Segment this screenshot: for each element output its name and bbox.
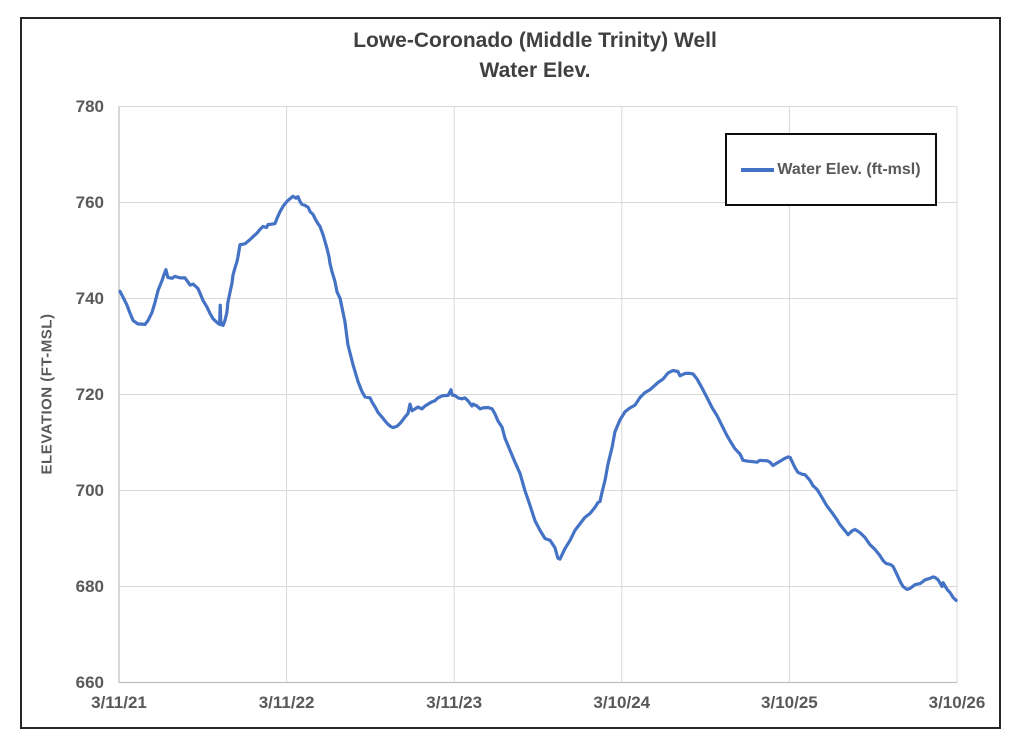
y-tick-label: 700	[75, 480, 104, 500]
legend: Water Elev. (ft-msl)	[725, 133, 937, 206]
x-tick-label: 3/11/21	[91, 693, 147, 712]
x-tick-label: 3/11/22	[258, 693, 315, 712]
y-tick-label: 740	[75, 288, 104, 308]
chart-title-line1: Lowe-Coronado (Middle Trinity) Well	[353, 29, 717, 52]
x-tick-label: 3/10/25	[761, 693, 818, 712]
legend-line-swatch-icon	[741, 167, 775, 172]
y-tick-label: 720	[75, 384, 104, 404]
chart-title: Lowe-Coronado (Middle Trinity) Well Wate…	[56, 26, 1014, 86]
water-elev-line-series	[118, 194, 958, 602]
y-tick-label: 680	[75, 576, 104, 596]
legend-series-label: Water Elev. (ft-msl)	[777, 160, 921, 178]
x-tick-label: 3/10/26	[928, 693, 986, 712]
y-tick-label: 760	[75, 192, 104, 212]
x-tick-label: 3/11/23	[426, 693, 483, 712]
x-tick-label: 3/10/24	[593, 693, 651, 712]
chart-title-line2: Water Elev.	[479, 59, 591, 82]
y-tick-label: 780	[75, 96, 104, 116]
y-tick-label: 660	[75, 672, 104, 692]
